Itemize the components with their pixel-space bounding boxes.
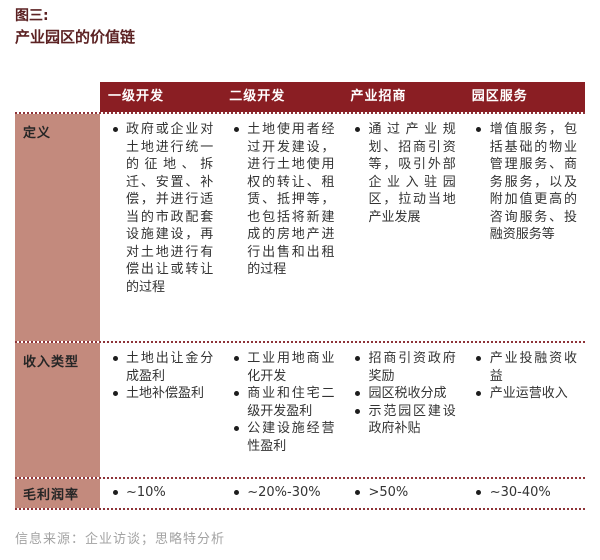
table-cell: >50% (343, 479, 464, 508)
bullet-text: 产业运营收入 (489, 386, 568, 401)
bullet-item: >50% (347, 484, 456, 502)
bullet-item: 土地使用者经过开发建设，进行土地使用权的转让、租赁、抵押等，也包括将新建成的房地… (225, 121, 335, 279)
source-note: 信息来源：企业访谈；思略特分析 (15, 532, 226, 547)
bullet-item: ~20%-30% (225, 484, 334, 502)
table-body: 定义 政府或企业对土地进行统一的征地、拆迁、安置、补偿，并进行适当的市政配套设施建… (15, 112, 585, 510)
bullet-icon (468, 121, 490, 132)
bullet-text: ~20%-30% (247, 485, 321, 500)
bullet-icon (347, 350, 369, 361)
bullet-text: 通过产业规划、招商引资等，吸引外部企业入驻园区，拉动当地产业发展 (368, 122, 456, 225)
bullet-icon (347, 403, 369, 414)
bullet-icon (104, 484, 126, 495)
table-row-definition: 定义 政府或企业对土地进行统一的征地、拆迁、安置、补偿，并进行适当的市政配套设施建… (15, 112, 585, 341)
table-cell: 政府或企业对土地进行统一的征地、拆迁、安置、补偿，并进行适当的市政配套设施建设，… (100, 114, 221, 341)
column-header: 产业招商 (350, 89, 407, 104)
bullet-item: 示范园区建设政府补贴 (347, 403, 456, 438)
bullet-item: 招商引资政府奖励 (347, 350, 456, 385)
bullet-icon (225, 385, 247, 396)
bullet-item: ~30-40% (468, 484, 577, 502)
bullet-text: 土地使用者经过开发建设，进行土地使用权的转让、租赁、抵押等，也包括将新建成的房地… (247, 122, 335, 277)
bullet-icon (225, 484, 247, 495)
bullet-icon (347, 385, 369, 396)
bullet-text: 工业用地商业化开发 (247, 351, 335, 384)
column-header: 园区服务 (471, 89, 528, 104)
bullet-item: 产业运营收入 (468, 385, 577, 403)
bullet-icon (225, 420, 247, 431)
bullet-text: 公建设施经营性盈利 (247, 421, 335, 454)
table-cell: 增值服务，包括基础的物业管理服务、商务服务，以及附加值更高的咨询服务、投融资服务… (464, 114, 585, 341)
bullet-item: 商业和住宅二级开发盈利 (225, 385, 335, 420)
bullet-icon (104, 385, 126, 396)
value-chain-table: 一级开发 二级开发 产业招商 园区服务 定义 政府或企业对土地进行统一的征地、拆迁、安置… (15, 82, 585, 510)
bullet-text: 产业投融资收益 (489, 351, 577, 384)
page-title: 产业园区的价值链 (15, 28, 136, 46)
row-label: 定义 (15, 114, 100, 341)
bullet-item: 工业用地商业化开发 (225, 350, 335, 385)
row-label: 收入类型 (15, 343, 100, 477)
figure-title: 图三: 产业园区的价值链 (15, 6, 135, 48)
bullet-text: 政府或企业对土地进行统一的征地、拆迁、安置、补偿，并进行适当的市政配套设施建设，… (126, 122, 214, 295)
bullet-icon (347, 484, 369, 495)
table-cell: 招商引资政府奖励园区税收分成示范园区建设政府补贴 (343, 343, 464, 477)
table-cell: ~20%-30% (221, 479, 342, 508)
table-cell: 土地使用者经过开发建设，进行土地使用权的转让、租赁、抵押等，也包括将新建成的房地… (221, 114, 342, 341)
bullet-text: >50% (368, 485, 409, 500)
bullet-item: 土地补偿盈利 (104, 385, 213, 403)
bullet-text: 增值服务，包括基础的物业管理服务、商务服务，以及附加值更高的咨询服务、投融资服务… (489, 122, 577, 242)
table-row-gross-margin: 毛利润率 ~10% ~20%-30% >50% ~30-40% (15, 477, 585, 510)
table-header-row: 一级开发 二级开发 产业招商 园区服务 (100, 82, 585, 112)
bullet-text: ~30-40% (489, 485, 551, 500)
figure-number: 图三: (15, 8, 49, 24)
table-cell: ~30-40% (464, 479, 585, 508)
table-cell: 产业投融资收益产业运营收入 (464, 343, 585, 477)
bullet-icon (468, 350, 490, 361)
bullet-item: 产业投融资收益 (468, 350, 577, 385)
bullet-icon (104, 121, 126, 132)
bullet-item: 园区税收分成 (347, 385, 456, 403)
bullet-text: 土地补偿盈利 (126, 386, 205, 401)
table-cell: 通过产业规划、招商引资等，吸引外部企业入驻园区，拉动当地产业发展 (343, 114, 464, 341)
row-label: 毛利润率 (15, 479, 100, 508)
bullet-item: 增值服务，包括基础的物业管理服务、商务服务，以及附加值更高的咨询服务、投融资服务… (468, 121, 577, 244)
bullet-item: 公建设施经营性盈利 (225, 420, 335, 455)
table-row-income-type: 收入类型 土地出让金分成盈利 土地补偿盈利 工业用地商业化开发 商业和住宅二级开发盈利公… (15, 341, 585, 477)
column-header: 二级开发 (229, 89, 286, 104)
bullet-item: 土地出让金分成盈利 (104, 350, 213, 385)
bullet-text: 园区税收分成 (368, 386, 447, 401)
bullet-item: 通过产业规划、招商引资等，吸引外部企业入驻园区，拉动当地产业发展 (347, 121, 456, 226)
bullet-text: ~10% (126, 485, 166, 500)
bullet-icon (225, 350, 247, 361)
bullet-text: 招商引资政府奖励 (368, 351, 456, 384)
bullet-text: 示范园区建设政府补贴 (368, 403, 456, 437)
bullet-text: 商业和住宅二级开发盈利 (247, 386, 335, 419)
table-cell: 工业用地商业化开发 商业和住宅二级开发盈利 公建设施经营性盈利 (221, 343, 342, 477)
bullet-text: 土地出让金分成盈利 (126, 351, 214, 384)
bullet-icon (468, 385, 490, 396)
bullet-icon (225, 121, 247, 132)
bullet-item: 政府或企业对土地进行统一的征地、拆迁、安置、补偿，并进行适当的市政配套设施建设，… (104, 121, 213, 296)
bullet-icon (347, 121, 369, 132)
bullet-icon (104, 350, 126, 361)
bullet-icon (468, 484, 490, 495)
bullet-item: ~10% (104, 484, 213, 502)
table-cell: 土地出让金分成盈利土地补偿盈利 (100, 343, 221, 477)
column-header: 一级开发 (108, 89, 165, 104)
table-cell: ~10% (100, 479, 221, 508)
